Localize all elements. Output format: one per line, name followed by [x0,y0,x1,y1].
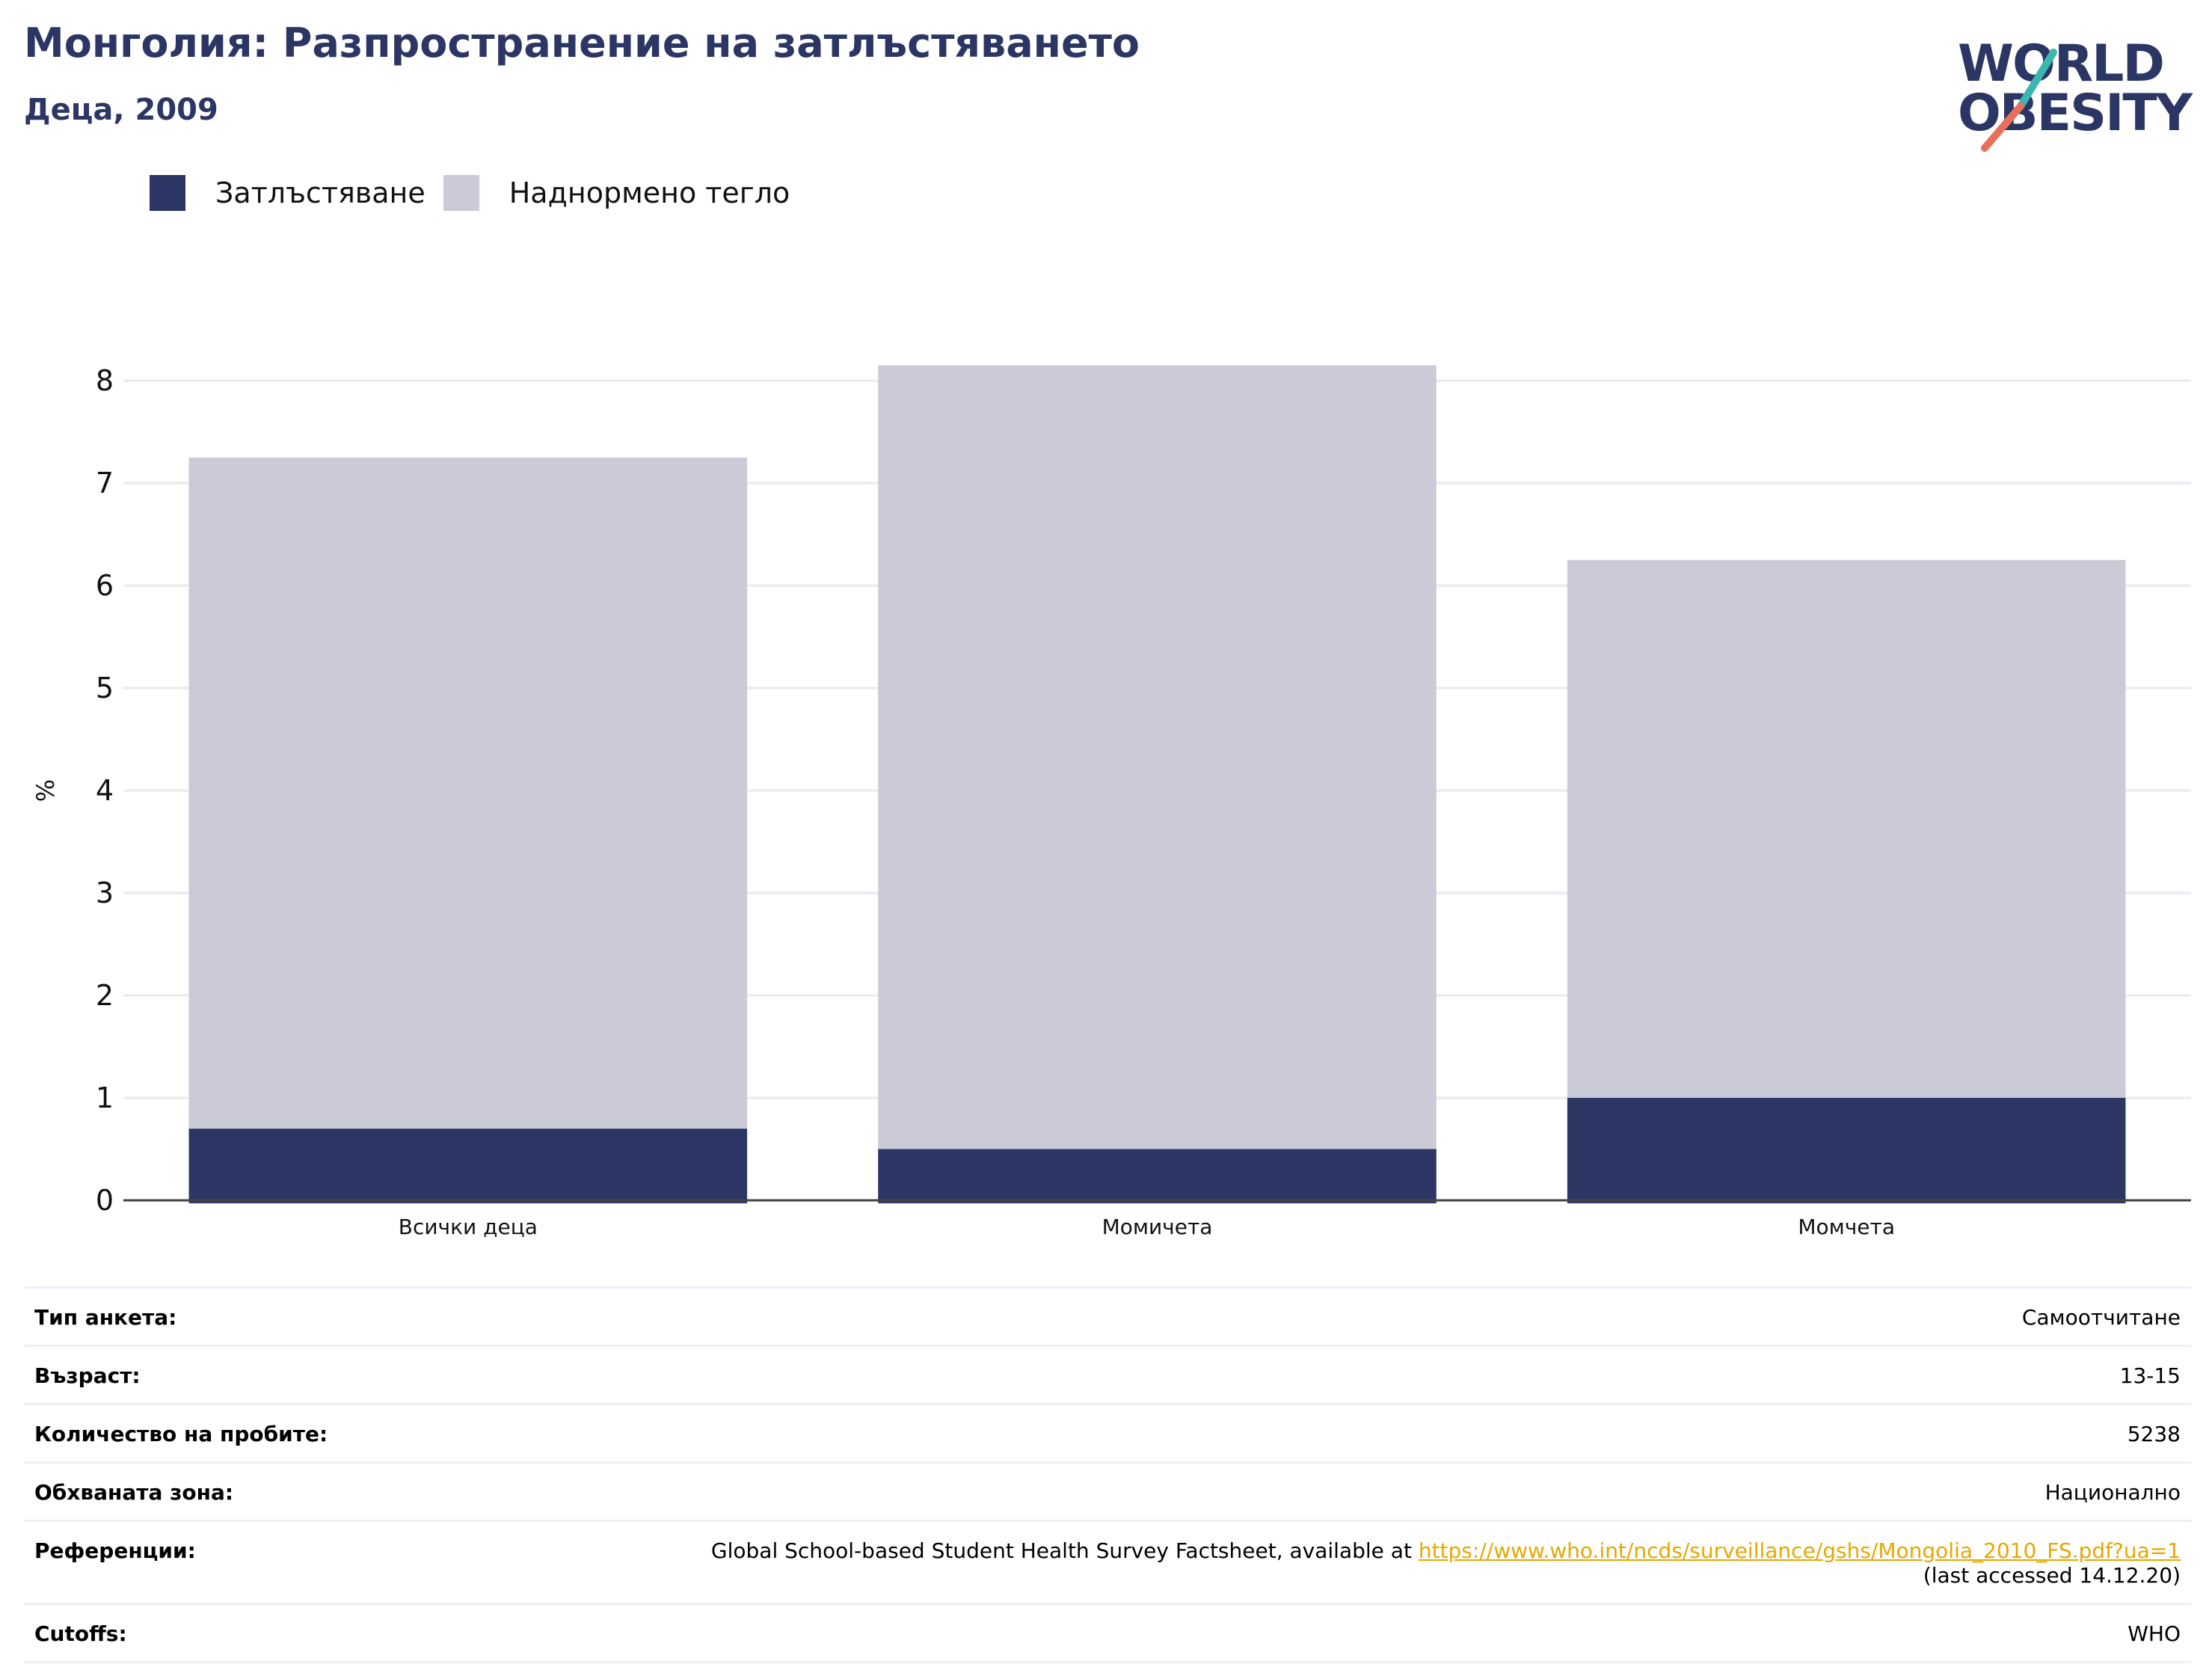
legend-item-obesity: Затлъстяване [150,175,425,211]
logo-word-1: WORLD [1958,34,2165,93]
info-label: Тип анкета: [34,1305,177,1330]
y-tick-label: 7 [96,467,114,500]
y-tick-label: 1 [96,1081,114,1114]
x-tick-label: Всички деца [399,1215,538,1239]
bar-chart: 0 1 2 3 4 5 6 7 8% Всички деца Момичета Момчета [31,364,2191,1239]
x-tick-label: Момчета [1798,1215,1895,1239]
y-tick-label: 0 [96,1184,114,1217]
bar-overweight [188,457,748,1129]
y-tick-label: 6 [96,569,114,602]
y-tick-label: 3 [96,877,114,909]
info-value: 13-15 [2119,1363,2181,1388]
chart-subtitle: Деца, 2009 [24,93,218,127]
legend-item-overweight: Наднормено тегло [443,175,790,211]
info-value: 5238 [2127,1422,2181,1446]
world-obesity-logo: WORLD OBESITY [1944,22,2199,157]
legend-label-obesity: Затлъстяване [215,176,425,209]
legend-label-overweight: Наднормено тегло [509,176,790,209]
references-text: Global School-based Student Health Surve… [710,1538,1419,1563]
references-accessed: (last accessed 14.12.20) [1923,1563,2181,1588]
info-row-sample-size: Количество на пробите: 5238 [24,1403,2191,1461]
references-value: Global School-based Student Health Surve… [711,1538,2181,1588]
info-row-area: Обхваната зона: Национално [24,1461,2191,1520]
info-row-age: Възраст: 13-15 [24,1345,2191,1403]
info-value: Национално [2044,1480,2181,1505]
info-row-cutoffs: Cutoffs: WHO [24,1603,2191,1663]
info-label: Референции: [34,1538,196,1563]
info-label: Обхваната зона: [34,1480,234,1505]
bar-overweight [1567,559,2126,1098]
bar-obesity [188,1129,748,1203]
info-value: WHO [2127,1621,2181,1646]
info-row-survey-type: Тип анкета: Самоотчитане [24,1286,2191,1345]
y-tick-label: 5 [96,672,114,704]
legend: Затлъстяване Наднормено тегло [150,172,808,214]
bar-obesity [1567,1098,2126,1203]
x-tick-label: Момичета [1102,1215,1213,1239]
y-tick-label: 4 [96,774,114,807]
y-tick-label: 8 [96,364,114,397]
y-axis-label: % [31,779,60,802]
legend-swatch-overweight [443,175,479,211]
legend-swatch-obesity [150,175,185,211]
survey-info-table: Тип анкета: Самоотчитане Възраст: 13-15 … [24,1286,2191,1663]
info-row-references: Референции: Global School-based Student … [24,1520,2191,1603]
info-label: Количество на пробите: [34,1422,328,1446]
logo-slash-icon [1981,49,2057,152]
info-label: Cutoffs: [34,1621,127,1646]
info-label: Възраст: [34,1363,141,1388]
chart-title: Монголия: Разпространение на затлъстяван… [24,19,1140,67]
y-tick-label: 2 [96,979,114,1012]
info-value: Самоотчитане [2021,1305,2181,1330]
bar-obesity [878,1149,1437,1203]
references-link[interactable]: https://www.who.int/ncds/surveillance/gs… [1418,1538,2181,1563]
bar-overweight [878,365,1437,1149]
